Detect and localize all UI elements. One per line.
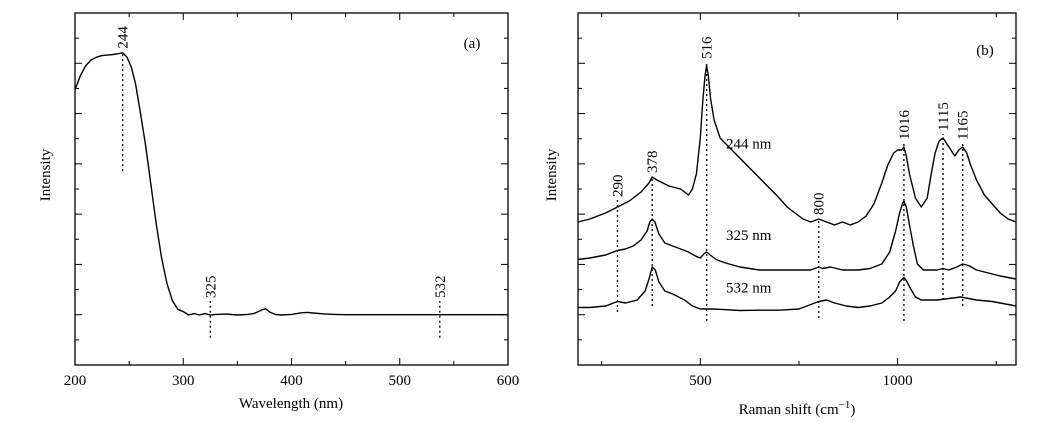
panel-a-x-tick-label: 400	[280, 373, 303, 389]
panel-b-y-axis-title: Intensity	[544, 148, 560, 201]
panel-b-peak-markers: 290 378 516 800 1016 1115 1165	[610, 36, 972, 321]
panel-b-x-axis-title-close: )	[850, 402, 855, 418]
panel-a-x-axis-title: Wavelength (nm)	[239, 396, 343, 412]
panel-b-x-tick-label: 500	[689, 373, 712, 389]
panel-b-marker-label: 1016	[897, 110, 913, 141]
panel-a-series	[74, 52, 508, 316]
panel-b-marker-label: 1115	[936, 102, 952, 131]
panel-b-series-line-532-nm	[578, 266, 1017, 312]
panel-b-y-ticks	[578, 37, 1016, 341]
panel-a-marker-label: 244	[116, 26, 132, 49]
panel-b-x-axis-title-main: Raman shift (cm	[739, 402, 839, 418]
panel-b-series-line-325-nm	[577, 200, 1017, 280]
panel-a-x-tick-label: 200	[64, 373, 87, 389]
panel-b-marker-label: 516	[700, 36, 716, 59]
panel-b-marker-label: 1165	[956, 111, 972, 140]
panel-a-x-tick-label: 500	[389, 373, 412, 389]
panel-b-x-ticks: 500 1000	[601, 13, 997, 389]
panel-b-series-line-244-nm	[577, 65, 1017, 226]
panel-b-x-axis-title: Raman shift (cm−1)	[739, 399, 856, 418]
panel-a-x-tick-label: 600	[497, 373, 520, 389]
panel-a-uv-spectrum: (a) Wavelength (nm) Intensity 200 300 400 5…	[38, 12, 520, 412]
panel-b-series	[577, 65, 1017, 312]
panel-a-label: (a)	[464, 36, 481, 52]
panel-b-x-axis-title-superscript: −1	[839, 399, 851, 411]
panel-b-series-label: 532 nm	[726, 281, 772, 297]
panel-b-marker-label: 378	[645, 151, 661, 174]
panel-b-x-tick-label: 1000	[883, 373, 913, 389]
panel-a-peak-markers: 244 325 532	[116, 26, 449, 338]
panel-a-marker-label: 325	[203, 276, 219, 299]
panel-b-raman-spectra: (b) Raman shift (cm−1) Intensity 500 1000…	[544, 12, 1017, 418]
panel-a-series-line-0	[74, 52, 508, 316]
panel-b-marker-label: 290	[610, 175, 626, 198]
panel-a-marker-label: 532	[433, 276, 449, 299]
panel-a-plot-frame	[74, 12, 509, 366]
panel-a-x-tick-label: 300	[172, 373, 195, 389]
panel-a-x-ticks: 200 300 400 500 600	[64, 13, 520, 389]
panel-b-label: (b)	[976, 43, 994, 59]
panel-b-series-labels: 244 nm 325 nm 532 nm	[726, 137, 772, 297]
panel-b-series-label: 325 nm	[726, 228, 772, 244]
panel-b-marker-label: 800	[812, 193, 828, 216]
panel-b-series-label: 244 nm	[726, 137, 772, 153]
panel-a-y-axis-title: Intensity	[38, 148, 54, 201]
